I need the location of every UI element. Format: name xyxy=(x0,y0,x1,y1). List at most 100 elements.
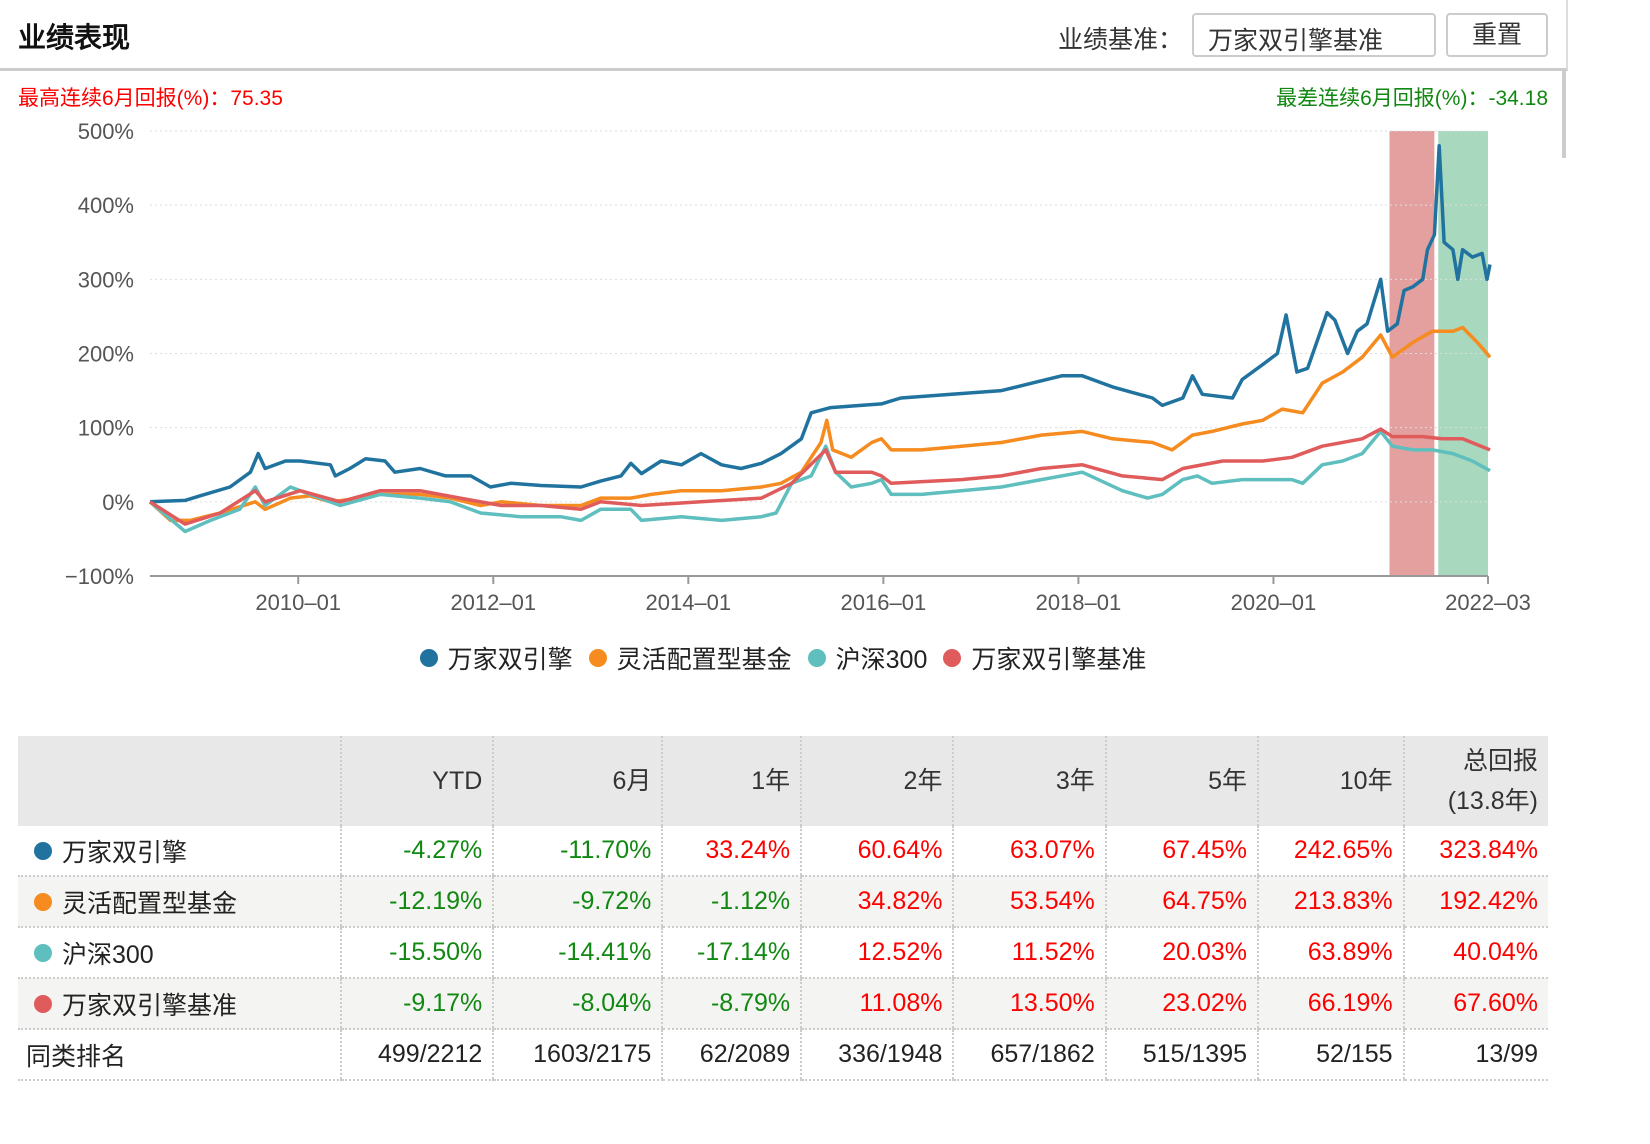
legend-item-bench[interactable]: 万家双引擎基准 xyxy=(943,640,1146,676)
return-cell: 66.19% xyxy=(1257,978,1404,1030)
row-name: 万家双引擎基准 xyxy=(18,978,341,1030)
rank-cell: 52/155 xyxy=(1257,1029,1404,1081)
series-dot-icon xyxy=(34,994,52,1013)
column-header: 3年 xyxy=(952,736,1106,826)
legend-dot-icon xyxy=(419,649,438,667)
x-tick-label: 2014–01 xyxy=(645,590,731,615)
y-tick-label: 500% xyxy=(78,119,134,144)
y-tick-label: 0% xyxy=(102,490,134,515)
best-6m-value: 75.35 xyxy=(230,87,283,110)
return-cell: -9.72% xyxy=(492,876,663,928)
total-period: (13.8年) xyxy=(1447,787,1538,815)
header-bar: 业绩表现 业绩基准： 万家双引擎基准 重置 xyxy=(0,0,1568,71)
row-name: 万家双引擎 xyxy=(18,826,341,877)
column-header: 10年 xyxy=(1257,736,1404,826)
legend-item-hs300[interactable]: 沪深300 xyxy=(807,640,928,676)
rank-cell: 1603/2175 xyxy=(492,1029,663,1081)
series-dot-icon xyxy=(34,841,52,860)
row-label: 万家双引擎 xyxy=(62,838,188,867)
column-header: 2年 xyxy=(800,736,954,826)
return-cell: 11.52% xyxy=(952,927,1106,979)
legend-dot-icon xyxy=(943,649,962,667)
column-header: 总回报 (13.8年) xyxy=(1402,736,1548,826)
rank-cell: 515/1395 xyxy=(1104,1029,1259,1081)
return-cell: 12.52% xyxy=(800,927,954,979)
x-tick-label: 2010–01 xyxy=(255,590,341,615)
return-cell: 33.24% xyxy=(661,826,802,877)
y-tick-label: −100% xyxy=(65,564,134,589)
return-cell: -8.79% xyxy=(661,978,802,1030)
row-label: 沪深300 xyxy=(62,940,154,969)
return-cell: -12.19% xyxy=(339,876,494,928)
x-tick-label: 2012–01 xyxy=(450,590,536,615)
performance-chart: 500% 400% 300% 200% 100% 0% −100% 2010–01 2012–0… xyxy=(65,119,1531,615)
legend-label: 灵活配置型基金 xyxy=(616,646,792,674)
scrollbar[interactable] xyxy=(1562,68,1566,158)
return-cell: -17.14% xyxy=(661,927,802,979)
return-cell: 323.84% xyxy=(1402,826,1548,877)
total-label: 总回报 xyxy=(1462,747,1538,775)
page-title: 业绩表现 xyxy=(18,22,131,53)
worst-6m-label: 最差连续6月回报(%)： xyxy=(1276,87,1489,110)
return-cell: 64.75% xyxy=(1104,876,1259,928)
worst-6m-return: 最差连续6月回报(%)：-34.18 xyxy=(1276,82,1548,112)
column-header: 6月 xyxy=(492,736,663,826)
y-tick-label: 300% xyxy=(78,267,134,292)
return-cell: 242.65% xyxy=(1257,826,1404,877)
series-line-flex xyxy=(148,325,1492,523)
column-header: YTD xyxy=(339,736,494,826)
return-cell: 53.54% xyxy=(952,876,1106,928)
reset-button[interactable]: 重置 xyxy=(1446,13,1548,57)
legend-dot-icon xyxy=(588,649,607,667)
series-line-fund xyxy=(149,144,1492,504)
x-tick-label: 2016–01 xyxy=(841,590,927,615)
benchmark-label: 业绩基准： xyxy=(1058,26,1184,54)
table-row-hs300: 沪深300 -15.50% -14.41% -17.14% 12.52% 11.52% 20… xyxy=(18,927,1548,979)
table-row-bench: 万家双引擎基准 -9.17% -8.04% -8.79% 11.08% 13.50% 23.… xyxy=(18,978,1548,1030)
y-tick-label: 400% xyxy=(78,193,134,218)
column-header: 1年 xyxy=(661,736,802,826)
returns-table: YTD 6月 1年 2年 3年 5年 10年 总回报 (13.8年) 万家双引擎 -4.27% -1… xyxy=(18,736,1548,1081)
worst-6m-value: -34.18 xyxy=(1488,87,1548,110)
rank-cell: 13/99 xyxy=(1402,1029,1548,1081)
series-line-bench xyxy=(149,427,1491,526)
return-cell: -15.50% xyxy=(339,927,494,979)
return-cell: 13.50% xyxy=(952,978,1106,1030)
x-tick-label: 2020–01 xyxy=(1231,590,1317,615)
table-row-flex: 灵活配置型基金 -12.19% -9.72% -1.12% 34.82% 53.54% 64… xyxy=(18,876,1548,928)
rank-cell: 62/2089 xyxy=(661,1029,802,1081)
return-cell: 67.45% xyxy=(1104,826,1259,877)
return-cell: 213.83% xyxy=(1257,876,1404,928)
series-line-hs300 xyxy=(148,429,1491,534)
return-cell: -1.12% xyxy=(661,876,802,928)
return-cell: -14.41% xyxy=(492,927,663,979)
legend-item-flex[interactable]: 灵活配置型基金 xyxy=(588,640,792,676)
table-row-rank: 同类排名 499/2212 1603/2175 62/2089 336/1948 657/… xyxy=(18,1029,1548,1081)
benchmark-select[interactable]: 万家双引擎基准 xyxy=(1192,13,1436,57)
x-tick-label: 2018–01 xyxy=(1036,590,1122,615)
row-name: 沪深300 xyxy=(18,927,341,979)
y-tick-label: 200% xyxy=(78,342,134,367)
return-cell: 11.08% xyxy=(800,978,954,1030)
legend-label: 万家双引擎基准 xyxy=(971,646,1147,674)
return-cell: -8.04% xyxy=(492,978,663,1030)
series-dot-icon xyxy=(34,892,52,911)
legend-item-fund[interactable]: 万家双引擎 xyxy=(419,640,573,676)
table-row-fund: 万家双引擎 -4.27% -11.70% 33.24% 60.64% 63.07% 67.4… xyxy=(18,826,1548,877)
best-6m-return: 最高连续6月回报(%)：75.35 xyxy=(18,82,283,112)
return-cell: -9.17% xyxy=(339,978,494,1030)
return-cell: 20.03% xyxy=(1104,927,1259,979)
return-cell: 23.02% xyxy=(1104,978,1259,1030)
table-header-row: YTD 6月 1年 2年 3年 5年 10年 总回报 (13.8年) xyxy=(18,736,1548,826)
row-label: 同类排名 xyxy=(18,1029,341,1081)
return-cell: 40.04% xyxy=(1402,927,1548,979)
chart-legend: 万家双引擎 灵活配置型基金 沪深300 万家双引擎基准 xyxy=(0,640,1566,676)
column-header: 5年 xyxy=(1104,736,1259,826)
legend-dot-icon xyxy=(807,649,826,667)
best-6m-label: 最高连续6月回报(%)： xyxy=(18,87,231,110)
return-cell: 67.60% xyxy=(1402,978,1548,1030)
return-cell: 63.89% xyxy=(1257,927,1404,979)
series-dot-icon xyxy=(34,943,52,962)
row-name: 灵活配置型基金 xyxy=(18,876,341,928)
legend-label: 沪深300 xyxy=(835,646,928,674)
